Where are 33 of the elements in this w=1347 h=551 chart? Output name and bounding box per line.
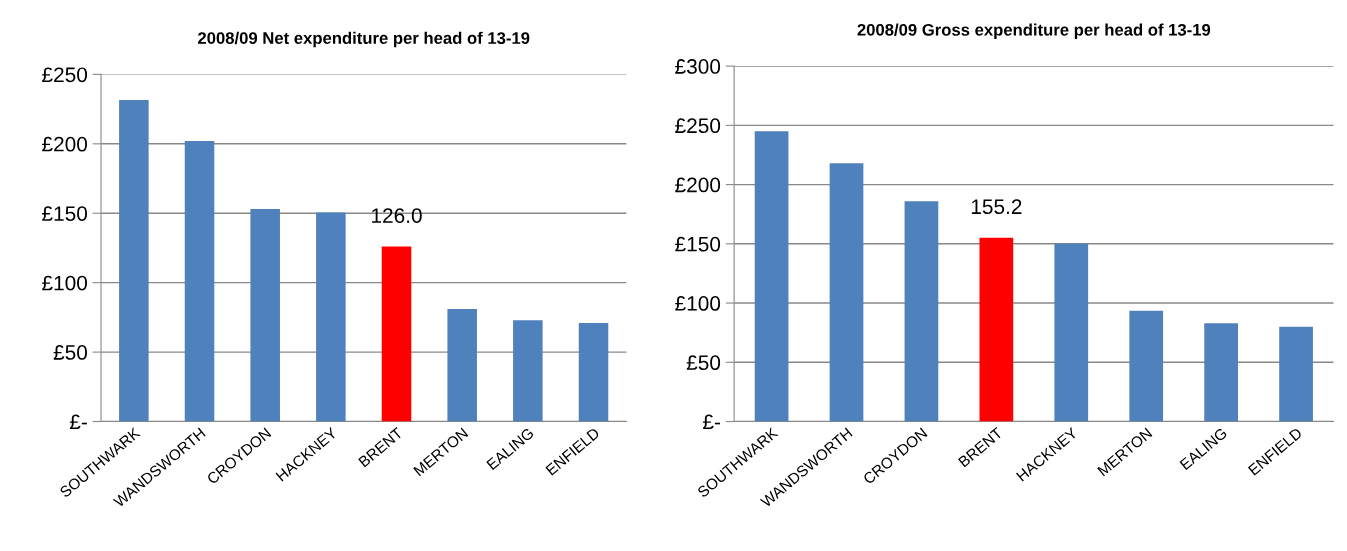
bar xyxy=(316,212,346,422)
bar xyxy=(979,237,1014,422)
bar xyxy=(513,320,543,422)
bar xyxy=(1204,323,1238,422)
bar xyxy=(904,201,939,422)
data-label: 126.0 xyxy=(372,208,422,223)
bar xyxy=(1129,310,1164,422)
y-tick-label: £250 xyxy=(42,67,88,83)
bar xyxy=(447,309,477,422)
chart-title: 2008/09 Gross expenditure per head of 13-19 xyxy=(857,23,1211,40)
y-tick-label: £150 xyxy=(42,206,88,221)
bar xyxy=(250,209,280,422)
bar xyxy=(754,131,789,422)
bar xyxy=(829,163,864,422)
y-tick-label: £200 xyxy=(42,136,88,152)
chart-title: 2008/09 Net expenditure per head of 13-19 xyxy=(198,31,530,48)
y-tick-label: £- xyxy=(69,414,87,430)
y-tick-label: £100 xyxy=(675,296,721,311)
y-tick-label: £- xyxy=(702,414,720,430)
y-tick-label: £300 xyxy=(675,59,721,74)
data-label: 155.2 xyxy=(971,199,1022,215)
bar xyxy=(184,141,215,422)
y-tick-label: £200 xyxy=(675,177,721,193)
bar xyxy=(381,246,412,422)
y-tick-label: £250 xyxy=(675,118,721,134)
bar xyxy=(119,100,149,422)
y-tick-label: £50 xyxy=(686,355,721,371)
y-tick-label: £100 xyxy=(42,275,88,291)
bar xyxy=(1054,243,1089,422)
y-tick-label: £50 xyxy=(53,345,88,360)
y-tick-label: £150 xyxy=(675,236,721,252)
bar xyxy=(1279,326,1313,422)
bar xyxy=(578,322,609,422)
